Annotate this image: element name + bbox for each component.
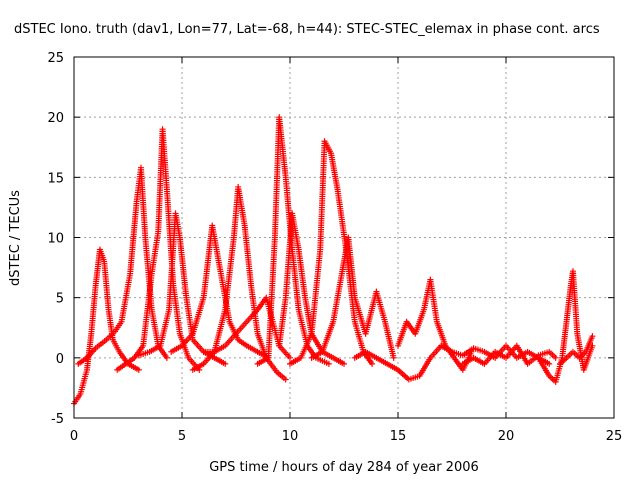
series-10 [287, 138, 376, 367]
y-tick-label: 20 [47, 111, 64, 126]
series-9 [276, 210, 347, 367]
y-tick-label: 25 [47, 51, 64, 66]
data-point [163, 354, 170, 361]
series-17 [557, 333, 596, 367]
y-tick-label: 0 [56, 352, 64, 367]
series-16 [535, 268, 596, 385]
y-axis-label: dSTEC / TECUs [8, 190, 23, 286]
series-1 [71, 246, 142, 407]
data-point [589, 333, 596, 340]
plot-frame [73, 56, 615, 419]
x-tick-label: 0 [70, 429, 78, 444]
data-point [135, 366, 142, 373]
y-tick-label: 10 [47, 232, 64, 247]
data-point [282, 376, 289, 383]
data-marks [71, 114, 596, 407]
x-tick-label: 10 [282, 429, 299, 444]
data-point [546, 360, 553, 367]
data-point [287, 354, 293, 361]
axis-ticks: 0 5 10 15 20 25 -5 0 5 10 15 20 25 [47, 51, 622, 444]
series-7 [200, 294, 293, 361]
data-point [325, 360, 332, 367]
data-point [552, 354, 559, 361]
y-tick-label: -5 [51, 412, 64, 427]
series-6 [189, 183, 289, 383]
series-2 [75, 164, 170, 367]
series-13 [395, 276, 475, 373]
x-axis-label: GPS time / hours of day 284 of year 2006 [209, 460, 479, 475]
series-11 [308, 234, 397, 361]
series-5 [168, 222, 272, 361]
y-tick-label: 5 [56, 292, 64, 307]
data-point [222, 360, 229, 367]
x-tick-label: 5 [178, 429, 186, 444]
x-tick-label: 25 [606, 429, 623, 444]
x-tick-label: 15 [390, 429, 407, 444]
data-point [390, 354, 397, 361]
y-tick-label: 15 [47, 171, 64, 186]
series-12 [351, 342, 455, 383]
x-tick-label: 20 [498, 429, 515, 444]
series-4 [135, 210, 229, 367]
data-point [369, 360, 376, 367]
data-point [341, 360, 347, 367]
series-15 [459, 342, 559, 367]
chart-title: dSTEC Iono. truth (dav1, Lon=77, Lat=-68… [14, 22, 600, 37]
